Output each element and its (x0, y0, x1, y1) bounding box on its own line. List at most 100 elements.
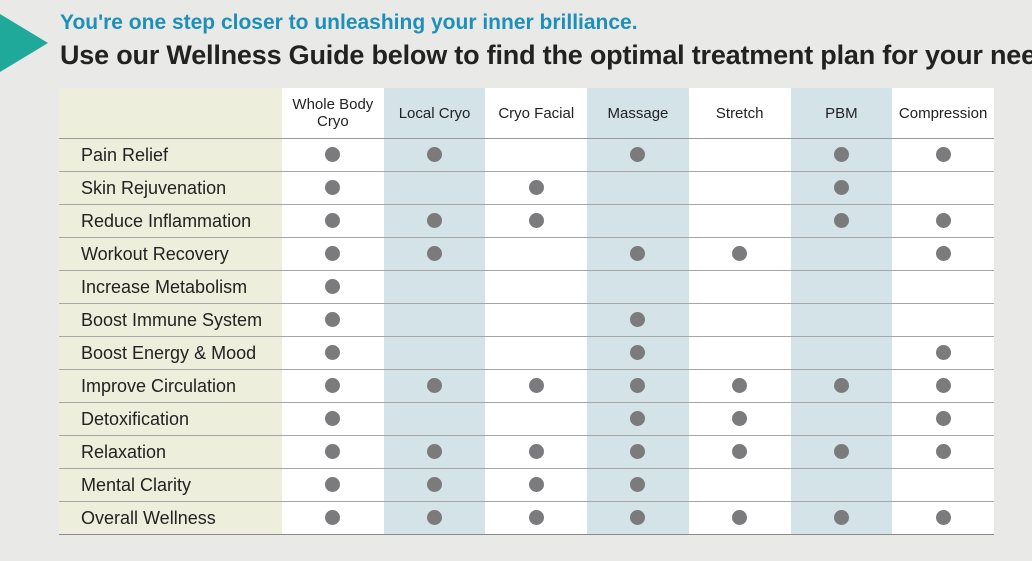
indicator-dot-icon (427, 213, 443, 229)
indicator-dot-icon (935, 345, 951, 361)
column-header-stretch: Stretch (688, 88, 791, 139)
indicator-dot-icon (630, 147, 646, 163)
table-cell (892, 237, 994, 271)
table-cell (587, 336, 689, 370)
indicator-dot-icon (630, 411, 646, 427)
table-cell (587, 270, 689, 304)
table-cell (790, 237, 893, 271)
table-cell (485, 171, 588, 205)
table-cell (282, 138, 384, 172)
table-cell (790, 171, 893, 205)
table-row: Mental Clarity (59, 468, 994, 502)
table-cell (587, 237, 689, 271)
indicator-dot-icon (325, 213, 341, 229)
header-row: Whole Body Cryo Local Cryo Cryo Facial Mass… (59, 88, 994, 139)
table-cell (688, 369, 791, 403)
table-header: Whole Body Cryo Local Cryo Cryo Facial Mass… (59, 88, 994, 139)
column-header-label: Whole Body Cryo (292, 96, 374, 130)
table-cell (892, 303, 994, 337)
table-cell (892, 336, 994, 370)
accent-arrow-icon (0, 14, 48, 72)
column-header-label: Compression (898, 104, 988, 122)
indicator-dot-icon (630, 345, 646, 361)
indicator-dot-icon (833, 147, 849, 163)
table-cell (485, 435, 588, 469)
table-cell (688, 204, 791, 238)
indicator-dot-icon (325, 444, 341, 460)
table-cell (892, 270, 994, 304)
indicator-dot-icon (528, 444, 544, 460)
indicator-dot-icon (325, 411, 341, 427)
indicator-dot-icon (732, 510, 748, 526)
table-cell (688, 270, 791, 304)
table-cell (383, 435, 486, 469)
table-body: Pain Relief Skin Rejuvenation Reduce Infla… (59, 138, 994, 535)
column-header-local-cryo: Local Cryo (383, 88, 486, 139)
indicator-dot-icon (325, 279, 341, 295)
indicator-dot-icon (935, 444, 951, 460)
table-cell (688, 171, 791, 205)
table-cell (790, 336, 893, 370)
table-cell (790, 204, 893, 238)
table-cell (790, 369, 893, 403)
table-cell (282, 468, 384, 502)
wellness-guide-table: Whole Body Cryo Local Cryo Cryo Facial Mass… (59, 88, 994, 535)
table-cell (485, 336, 588, 370)
table-cell (485, 204, 588, 238)
indicator-dot-icon (732, 444, 748, 460)
indicator-dot-icon (325, 312, 341, 328)
indicator-dot-icon (732, 378, 748, 394)
row-label: Workout Recovery (59, 237, 282, 271)
row-label: Improve Circulation (59, 369, 282, 403)
row-label: Mental Clarity (59, 468, 282, 502)
indicator-dot-icon (427, 246, 443, 262)
table-cell (383, 402, 486, 436)
table-cell (688, 303, 791, 337)
indicator-dot-icon (325, 180, 341, 196)
table-cell (790, 303, 893, 337)
table-cell (790, 138, 893, 172)
row-label: Overall Wellness (59, 501, 282, 535)
column-header-compression: Compression (892, 88, 994, 139)
table-cell (587, 402, 689, 436)
indicator-dot-icon (833, 510, 849, 526)
row-label: Boost Immune System (59, 303, 282, 337)
indicator-dot-icon (935, 213, 951, 229)
table-cell (587, 204, 689, 238)
indicator-dot-icon (732, 246, 748, 262)
column-header-massage: Massage (587, 88, 689, 139)
indicator-dot-icon (935, 246, 951, 262)
row-label: Increase Metabolism (59, 270, 282, 304)
table-cell (790, 435, 893, 469)
table-row: Detoxification (59, 402, 994, 436)
table-cell (688, 138, 791, 172)
table-cell (485, 303, 588, 337)
table-cell (790, 468, 893, 502)
table-cell (383, 336, 486, 370)
table-cell (485, 402, 588, 436)
table-cell (383, 468, 486, 502)
indicator-dot-icon (833, 444, 849, 460)
table-cell (485, 468, 588, 502)
table-row: Skin Rejuvenation (59, 171, 994, 205)
table-cell (892, 468, 994, 502)
table-cell (587, 171, 689, 205)
table-cell (892, 501, 994, 535)
row-label: Relaxation (59, 435, 282, 469)
table-cell (383, 369, 486, 403)
page-subtitle: You're one step closer to unleashing you… (60, 11, 638, 34)
row-label: Detoxification (59, 402, 282, 436)
table-cell (282, 501, 384, 535)
column-header-label: Local Cryo (398, 104, 471, 122)
column-header-label: Massage (607, 104, 669, 122)
column-header-label: Cryo Facial (498, 104, 575, 122)
table-cell (282, 237, 384, 271)
table-cell (383, 303, 486, 337)
indicator-dot-icon (630, 510, 646, 526)
table-cell (282, 303, 384, 337)
column-header-whole-body-cryo: Whole Body Cryo (282, 88, 384, 139)
indicator-dot-icon (732, 411, 748, 427)
header-corner (59, 88, 282, 139)
table-cell (688, 402, 791, 436)
table-cell (892, 402, 994, 436)
